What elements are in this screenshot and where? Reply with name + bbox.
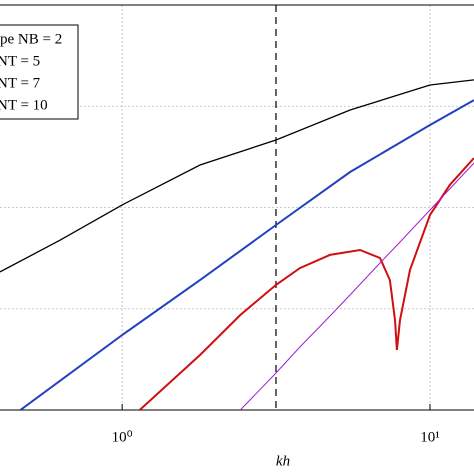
x-tick-label: 10¹ [420, 429, 440, 445]
legend-label: pe NB = 2 [0, 31, 62, 47]
x-tick-label: 10⁰ [112, 429, 133, 445]
legend-label: NT = 7 [0, 75, 41, 91]
x-axis-label: kh [276, 453, 290, 469]
series-line [139, 157, 474, 410]
series-line [19, 99, 474, 410]
series-line [239, 162, 474, 410]
series-line [0, 79, 474, 273]
legend-label: NT = 5 [0, 53, 40, 69]
legend [0, 24, 79, 120]
legend-label: NT = 10 [0, 97, 48, 113]
